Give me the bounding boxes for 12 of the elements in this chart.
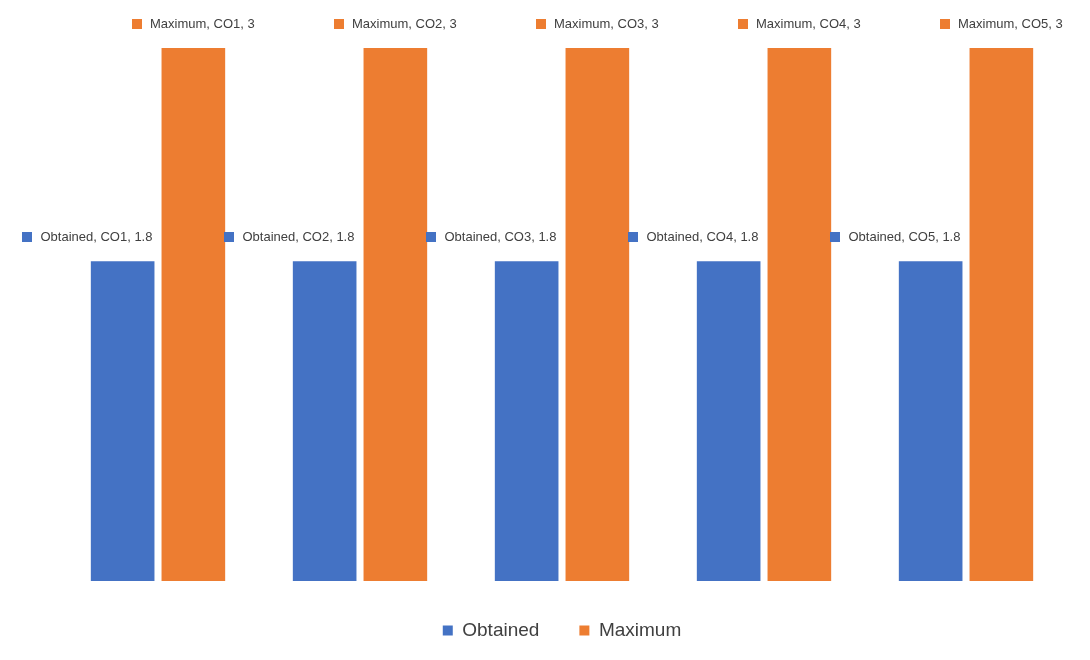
data-label: Obtained, CO4, 1.8 (646, 228, 759, 244)
legend-label: Maximum (598, 618, 682, 640)
data-label: Obtained, CO5, 1.8 (848, 228, 961, 244)
data-label: Maximum, CO4, 3 (755, 15, 861, 31)
data-label: Maximum, CO2, 3 (351, 15, 457, 31)
data-label: Obtained, CO2, 1.8 (242, 228, 355, 244)
data-label: Maximum, CO1, 3 (149, 15, 255, 31)
data-label: Maximum, CO3, 3 (553, 15, 659, 31)
data-label: Obtained, CO3, 1.8 (444, 228, 557, 244)
legend-label: Obtained (462, 618, 540, 640)
data-label: Maximum, CO5, 3 (957, 15, 1063, 31)
data-label: Obtained, CO1, 1.8 (40, 228, 153, 244)
